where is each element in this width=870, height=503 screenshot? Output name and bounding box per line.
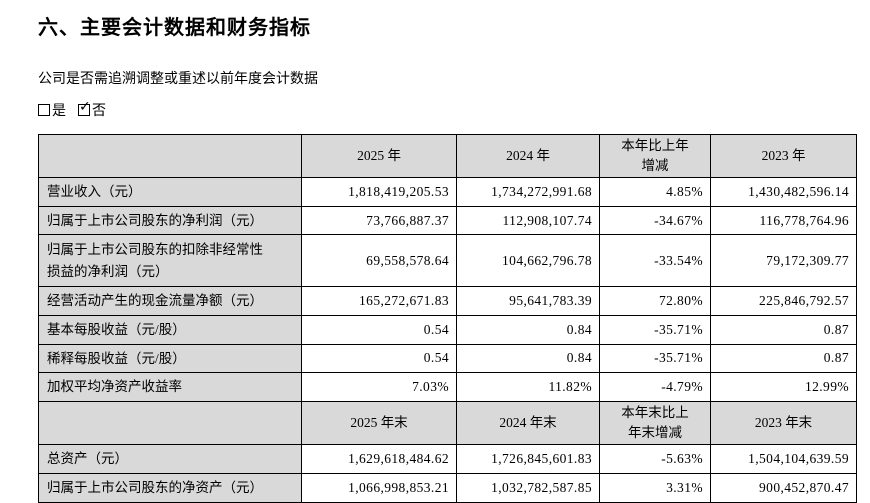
table-row-diluted-eps: 稀释每股收益（元/股） 0.54 0.84 -35.71% 0.87 <box>38 343 857 374</box>
value-2024: 95,641,783.39 <box>456 286 600 317</box>
value-2024: 11.82% <box>456 372 600 402</box>
row-label: 总资产（元） <box>38 444 302 474</box>
value-2023: 12.99% <box>710 372 857 402</box>
value-2024: 0.84 <box>456 343 600 374</box>
value-end-change: -5.63% <box>599 444 711 474</box>
column-header-empty <box>38 400 302 446</box>
value-2024: 1,734,272,991.68 <box>456 177 600 207</box>
table-header-annual: 2025 年 2024 年 本年比上年增减 2023 年 <box>38 133 857 179</box>
value-2023-end: 900,452,870.47 <box>710 472 857 503</box>
table-header-period-end: 2025 年末 2024 年末 本年末比上年末增减 2023 年末 <box>38 400 857 446</box>
option-no: ✓ 否 <box>78 100 106 120</box>
value-2024: 0.84 <box>456 315 600 345</box>
option-yes: 是 <box>38 100 66 120</box>
table-row-weighted-avg-roe: 加权平均净资产收益率 7.03% 11.82% -4.79% 12.99% <box>38 372 857 402</box>
value-yoy-change: -34.67% <box>599 205 711 236</box>
table-row-operating-cash-flow: 经营活动产生的现金流量净额（元） 165,272,671.83 95,641,7… <box>38 286 857 317</box>
column-header-end-change-label: 本年末比上年末增减 <box>621 404 689 441</box>
row-label: 归属于上市公司股东的净资产（元） <box>38 472 302 503</box>
option-no-label: 否 <box>92 103 106 119</box>
row-label: 稀释每股收益（元/股） <box>38 343 302 374</box>
column-header-2023: 2023 年 <box>710 133 857 179</box>
column-header-2025: 2025 年 <box>301 133 457 179</box>
table-row-net-profit-excl-nonrecurring: 归属于上市公司股东的扣除非经常性损益的净利润（元） 69,558,578.64 … <box>38 234 857 288</box>
table-row-basic-eps: 基本每股收益（元/股） 0.54 0.84 -35.71% 0.87 <box>38 315 857 345</box>
value-yoy-change: -35.71% <box>599 315 711 345</box>
row-label: 基本每股收益（元/股） <box>38 315 302 345</box>
value-2024-end: 1,726,845,601.83 <box>456 444 600 474</box>
value-yoy-change: -33.54% <box>599 234 711 288</box>
checkbox-checked-icon: ✓ <box>78 100 91 116</box>
value-2023: 0.87 <box>710 315 857 345</box>
value-yoy-change: -4.79% <box>599 372 711 402</box>
value-2023: 0.87 <box>710 343 857 374</box>
table-row-revenue: 营业收入（元） 1,818,419,205.53 1,734,272,991.6… <box>38 177 857 207</box>
table-row-net-profit: 归属于上市公司股东的净利润（元） 73,766,887.37 112,908,1… <box>38 205 857 236</box>
restatement-question: 公司是否需追溯调整或重述以前年度会计数据 <box>38 72 318 87</box>
row-label: 营业收入（元） <box>38 177 302 207</box>
check-icon: ✓ <box>79 98 91 115</box>
value-2025-end: 1,629,618,484.62 <box>301 444 457 474</box>
column-header-2024: 2024 年 <box>456 133 600 179</box>
column-header-2024-end: 2024 年末 <box>456 400 600 446</box>
row-label: 归属于上市公司股东的净利润（元） <box>38 205 302 236</box>
value-2025: 165,272,671.83 <box>301 286 457 317</box>
column-header-yoy-change: 本年比上年增减 <box>599 133 711 179</box>
value-2025: 73,766,887.37 <box>301 205 457 236</box>
column-header-2023-end: 2023 年末 <box>710 400 857 446</box>
value-2025: 1,818,419,205.53 <box>301 177 457 207</box>
row-label: 加权平均净资产收益率 <box>38 372 302 402</box>
column-header-empty <box>38 133 302 179</box>
value-2025: 0.54 <box>301 343 457 374</box>
value-yoy-change: 72.80% <box>599 286 711 317</box>
checkbox-unchecked-icon <box>38 103 50 116</box>
section-title: 六、主要会计数据和财务指标 <box>38 17 311 39</box>
value-2023: 1,430,482,596.14 <box>710 177 857 207</box>
value-2023: 79,172,309.77 <box>710 234 857 288</box>
row-label: 归属于上市公司股东的扣除非经常性损益的净利润（元） <box>38 234 302 288</box>
column-header-end-change: 本年末比上年末增减 <box>599 400 711 446</box>
financial-indicators-table: 2025 年 2024 年 本年比上年增减 2023 年 营业收入（元） 1,8… <box>38 133 857 503</box>
table-row-total-assets: 总资产（元） 1,629,618,484.62 1,726,845,601.83… <box>38 444 857 474</box>
value-end-change: 3.31% <box>599 472 711 503</box>
value-2024: 104,662,796.78 <box>456 234 600 288</box>
value-2024-end: 1,032,782,587.85 <box>456 472 600 503</box>
column-header-yoy-change-label: 本年比上年增减 <box>621 137 689 174</box>
row-label: 经营活动产生的现金流量净额（元） <box>38 286 302 317</box>
value-2025: 7.03% <box>301 372 457 402</box>
option-yes-label: 是 <box>52 103 66 119</box>
table-row-net-assets: 归属于上市公司股东的净资产（元） 1,066,998,853.21 1,032,… <box>38 472 857 503</box>
value-2024: 112,908,107.74 <box>456 205 600 236</box>
value-2025: 69,558,578.64 <box>301 234 457 288</box>
value-2025: 0.54 <box>301 315 457 345</box>
value-yoy-change: -35.71% <box>599 343 711 374</box>
value-2025-end: 1,066,998,853.21 <box>301 472 457 503</box>
restatement-options: 是 ✓ 否 <box>38 100 856 120</box>
value-yoy-change: 4.85% <box>599 177 711 207</box>
value-2023-end: 1,504,104,639.59 <box>710 444 857 474</box>
value-2023: 116,778,764.96 <box>710 205 857 236</box>
column-header-2025-end: 2025 年末 <box>301 400 457 446</box>
value-2023: 225,846,792.57 <box>710 286 857 317</box>
